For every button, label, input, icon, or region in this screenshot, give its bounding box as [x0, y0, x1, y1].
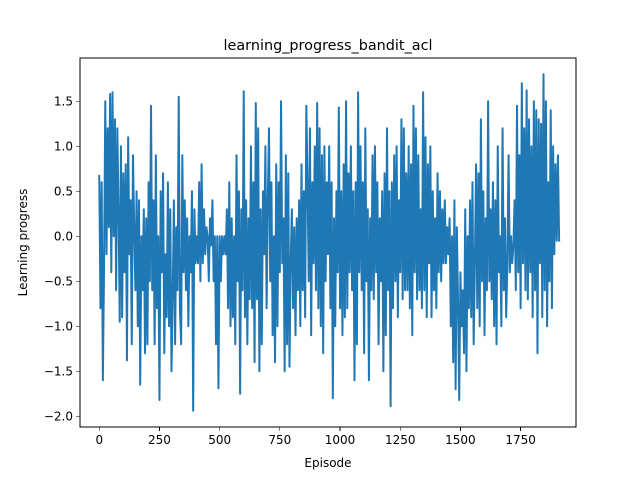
x-tick-label: 1250 — [385, 433, 416, 447]
x-tick-label: 250 — [148, 433, 171, 447]
x-tick-label: 1500 — [445, 433, 476, 447]
series-line-learning-progress — [98, 73, 561, 412]
x-tick-label: 1000 — [325, 433, 356, 447]
plot-frame — [79, 57, 577, 428]
x-tick-label: 500 — [208, 433, 231, 447]
y-axis-label: Learning progress — [16, 189, 30, 297]
x-axis: 0 250 500 750 1000 1250 1500 1750 — [95, 427, 536, 447]
y-axis: −2.0 −1.5 −1.0 −0.5 0.0 0.5 1.0 1.5 — [44, 95, 80, 424]
x-tick-label: 1750 — [505, 433, 536, 447]
x-tick-label: 750 — [268, 433, 291, 447]
x-tick-label: 0 — [95, 433, 103, 447]
chart-title: learning_progress_bandit_acl — [224, 38, 433, 54]
y-tick-label: −1.0 — [44, 320, 73, 334]
y-tick-label: −2.0 — [44, 410, 73, 424]
y-tick-label: 0.5 — [54, 185, 73, 199]
y-tick-label: 1.5 — [54, 95, 73, 109]
y-tick-label: −0.5 — [44, 275, 73, 289]
x-axis-label: Episode — [304, 456, 351, 470]
y-tick-label: −1.5 — [44, 365, 73, 379]
y-tick-label: 1.0 — [54, 140, 73, 154]
y-tick-label: 0.0 — [54, 230, 73, 244]
